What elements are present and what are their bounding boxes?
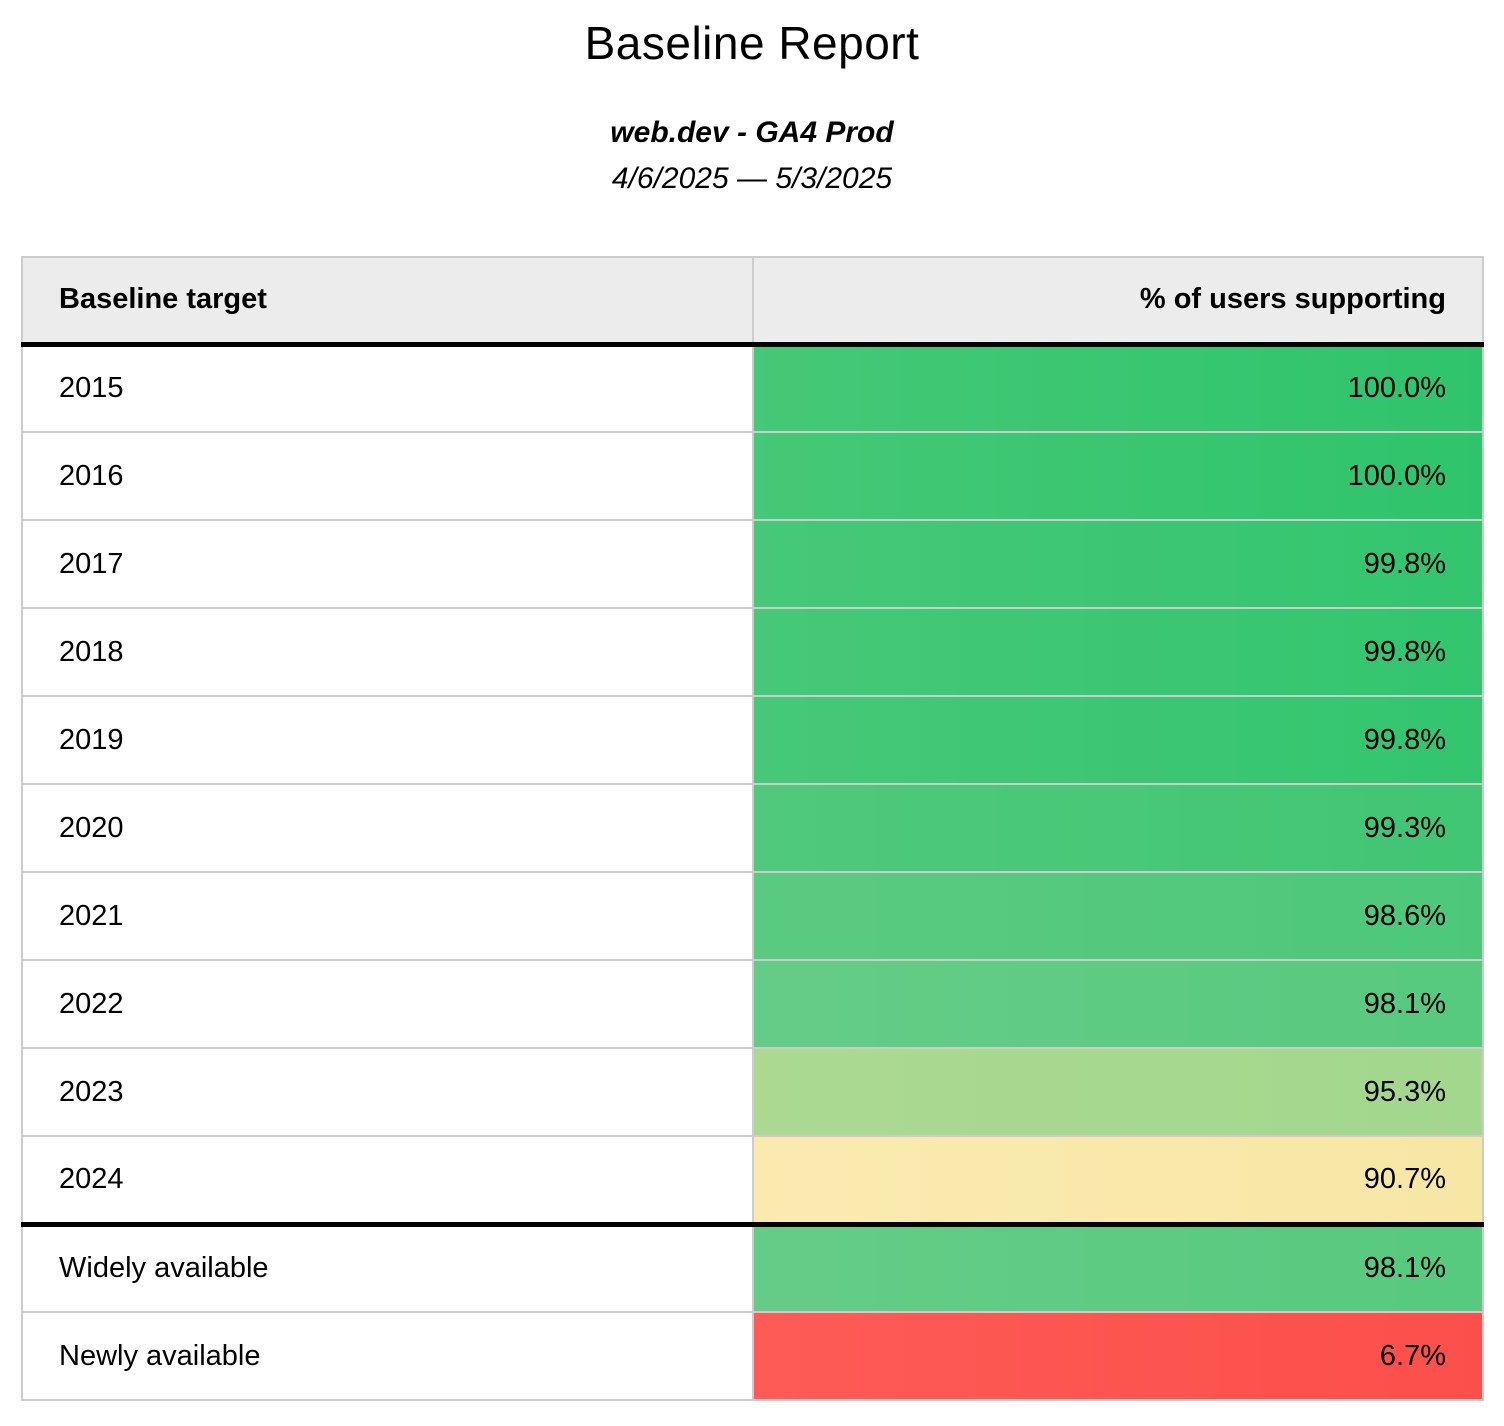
percent-supporting-cell: 98.1% [752,959,1484,1049]
percent-supporting-cell: 100.0% [752,431,1484,521]
baseline-target-cell: 2024 [21,1135,754,1225]
column-header-percent-users-supporting: % of users supporting [752,256,1484,347]
table-row: Widely available 98.1% [21,1221,1484,1313]
table-row: Newly available 6.7% [21,1311,1484,1401]
percent-supporting-cell: 98.1% [752,1221,1484,1313]
table-row: 2016 100.0% [21,431,1484,521]
table-row: 2017 99.8% [21,519,1484,609]
table-body: 2015 100.0% 2016 100.0% 2017 99.8% 2018 … [21,343,1484,1401]
report-subtitle: web.dev - GA4 Prod [610,116,894,149]
baseline-target-cell: 2020 [21,783,754,873]
table-row: 2021 98.6% [21,871,1484,961]
baseline-target-cell: 2019 [21,695,754,785]
percent-supporting-cell: 6.7% [752,1311,1484,1401]
table-row: 2022 98.1% [21,959,1484,1049]
percent-supporting-cell: 90.7% [752,1135,1484,1225]
baseline-target-cell: 2022 [21,959,754,1049]
table-row: 2015 100.0% [21,343,1484,433]
header-row: Baseline target % of users supporting [21,256,1484,347]
percent-supporting-cell: 99.8% [752,607,1484,697]
percent-supporting-cell: 99.8% [752,695,1484,785]
column-header-baseline-target: Baseline target [21,256,754,347]
page-title: Baseline Report [584,17,920,69]
baseline-target-cell: 2017 [21,519,754,609]
baseline-target-cell: 2016 [21,431,754,521]
percent-supporting-cell: 98.6% [752,871,1484,961]
baseline-target-cell: 2018 [21,607,754,697]
table-row: 2023 95.3% [21,1047,1484,1137]
table-header: Baseline target % of users supporting [21,256,1484,347]
baseline-target-cell: 2015 [21,343,754,433]
percent-supporting-cell: 99.3% [752,783,1484,873]
percent-supporting-cell: 100.0% [752,343,1484,433]
percent-supporting-cell: 95.3% [752,1047,1484,1137]
report-date-range: 4/6/2025 — 5/3/2025 [611,162,893,195]
baseline-target-cell: 2023 [21,1047,754,1137]
percent-supporting-cell: 99.8% [752,519,1484,609]
table-row: 2019 99.8% [21,695,1484,785]
baseline-target-cell: 2021 [21,871,754,961]
baseline-target-cell: Newly available [21,1311,754,1401]
table-row: 2018 99.8% [21,607,1484,697]
table-row: 2024 90.7% [21,1135,1484,1225]
baseline-table: Baseline target % of users supporting 20… [21,256,1484,1401]
baseline-target-cell: Widely available [21,1221,754,1313]
table-row: 2020 99.3% [21,783,1484,873]
